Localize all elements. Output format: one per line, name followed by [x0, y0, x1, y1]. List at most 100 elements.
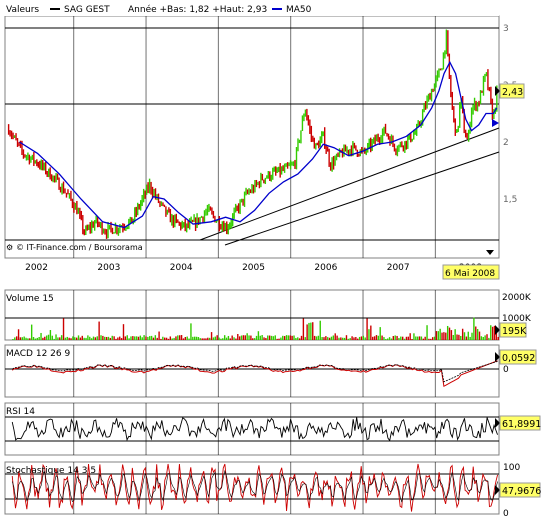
volume-bar: [482, 337, 484, 340]
volume-bar: [448, 327, 451, 340]
volume-bar: [62, 318, 65, 340]
volume-bar: [83, 337, 85, 340]
volume-bar: [349, 338, 351, 340]
volume-bar: [85, 337, 87, 340]
stoch-tick-0: 0: [503, 509, 509, 519]
volume-bar: [124, 336, 127, 340]
volume-bar: [162, 336, 164, 340]
stoch-k-line: [11, 463, 498, 512]
volume-bar: [428, 338, 430, 340]
x-tick-label: 2004: [170, 263, 193, 273]
rsi-badge-bg: [499, 415, 541, 431]
volume-bar: [400, 336, 402, 340]
volume-bar: [475, 326, 477, 340]
volume-bar: [238, 336, 241, 340]
volume-bar: [139, 335, 142, 340]
y-tick-label: 2: [503, 138, 509, 148]
stoch-d-line: [11, 469, 498, 503]
volume-bar: [267, 335, 269, 340]
volume-last-value: 195K: [502, 326, 527, 337]
volume-bar: [401, 336, 404, 340]
volume-bar: [70, 338, 72, 340]
volume-bar: [416, 336, 419, 340]
volume-bar: [66, 336, 68, 340]
volume-bar: [164, 337, 166, 340]
volume-bar: [373, 336, 376, 340]
volume-bar: [23, 336, 25, 340]
rsi-last-value: 61,8991: [502, 419, 541, 430]
volume-bar: [171, 338, 173, 340]
volume-title: Volume 15: [6, 294, 54, 304]
volume-bar: [319, 320, 321, 340]
volume-bar: [119, 336, 121, 340]
volume-bar: [120, 338, 123, 340]
volume-bar: [345, 335, 348, 340]
volume-bar: [203, 338, 205, 340]
volume-bar: [360, 336, 363, 340]
volume-bar: [222, 338, 224, 340]
main-y-axis: 32,521,5: [503, 24, 517, 205]
volume-bar: [456, 334, 458, 340]
volume-bar: [289, 335, 291, 340]
volume-bar: [59, 337, 61, 340]
volume-bar: [36, 337, 38, 340]
volume-bar: [353, 337, 355, 340]
volume-bar: [497, 336, 499, 340]
volume-bar: [177, 335, 179, 340]
volume-bar: [255, 335, 258, 340]
volume-bar: [25, 337, 27, 340]
volume-bar: [42, 337, 44, 340]
volume-bar: [297, 337, 299, 340]
volume-bar: [195, 336, 198, 340]
volume-bar: [102, 335, 104, 340]
volume-bar: [298, 338, 301, 340]
volume-bar: [197, 337, 200, 340]
volume-bar: [158, 331, 160, 340]
volume-bar: [411, 338, 413, 340]
volume-bar: [77, 335, 80, 340]
volume-bar: [270, 335, 273, 340]
volume-bar: [27, 338, 29, 340]
volume-bar: [272, 336, 275, 340]
volume-bar: [94, 337, 97, 340]
volume-bar: [207, 337, 209, 340]
volume-bar: [480, 336, 483, 340]
volume-bar: [175, 336, 177, 340]
volume-bar: [413, 333, 415, 340]
volume-bar: [398, 337, 400, 340]
volume-bar: [274, 335, 276, 340]
volume-marker: [495, 325, 500, 335]
volume-bar: [235, 338, 237, 340]
volume-tick-2000k: 2000K: [502, 293, 532, 303]
volume-bar: [117, 337, 119, 340]
volume-bar: [240, 335, 243, 340]
volume-bar: [330, 336, 333, 340]
volume-bar: [321, 337, 323, 340]
volume-bar: [300, 335, 303, 340]
volume-bar: [263, 337, 265, 340]
volume-bar: [313, 335, 316, 340]
x-tick-label: 2005: [242, 263, 265, 273]
volume-bars: [12, 317, 499, 340]
volume-bar: [134, 336, 136, 340]
volume-bar: [29, 338, 31, 340]
stoch-last-value: 47,9676: [502, 486, 541, 497]
y-tick-label: 3: [503, 24, 509, 34]
volume-bar: [259, 335, 261, 340]
scroll-down-icon[interactable]: [486, 250, 494, 255]
volume-bar: [276, 338, 278, 340]
volume-bar: [446, 325, 449, 340]
volume-bar: [407, 336, 410, 340]
volume-bar: [469, 336, 471, 340]
volume-bar: [435, 331, 438, 340]
volume-bar: [461, 328, 464, 340]
volume-bar: [405, 336, 408, 340]
volume-bar: [261, 335, 263, 340]
volume-bar: [145, 336, 147, 340]
volume-bar: [342, 337, 344, 340]
volume-bar: [257, 331, 260, 340]
volume-bar: [96, 336, 98, 340]
volume-bar: [433, 336, 436, 340]
volume-bar: [115, 338, 117, 340]
